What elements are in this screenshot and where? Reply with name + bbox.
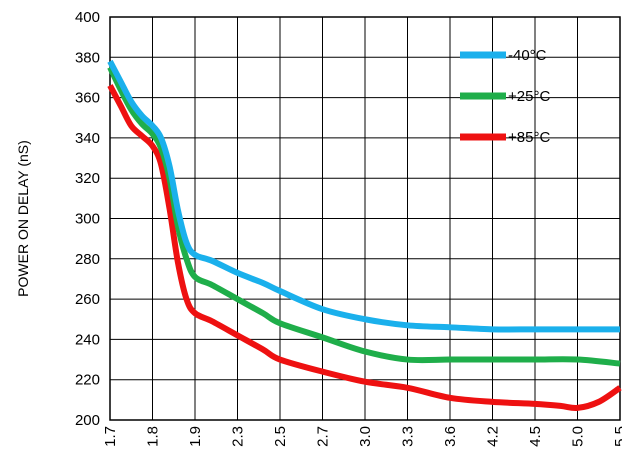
y-tick-label: 320	[75, 170, 100, 187]
series-line-plus25c	[107, 66, 621, 367]
x-tick-label: 5.5	[612, 426, 622, 447]
x-tick-label: 3.0	[357, 426, 374, 447]
x-tick-label: 4.2	[485, 426, 502, 447]
legend-label: +25°C	[508, 88, 550, 105]
x-tick-label: 5.0	[570, 426, 587, 447]
y-tick-label: 280	[75, 251, 100, 268]
y-tick-label: 260	[75, 291, 100, 308]
y-tick-label: 340	[75, 130, 100, 147]
x-tick-label: 2.7	[315, 426, 332, 447]
x-tick-label: 2.5	[272, 426, 289, 447]
y-tick-label: 240	[75, 331, 100, 348]
y-tick-label: 400	[75, 9, 100, 26]
legend-label: +85°C	[508, 129, 550, 146]
x-tick-label: 2.3	[230, 426, 247, 447]
legend-label: -40°C	[508, 47, 547, 64]
series-lines	[107, 59, 622, 412]
x-tick-label: 3.3	[400, 426, 417, 447]
x-tick-label: 1.9	[187, 426, 204, 447]
y-axis-title: POWER ON DELAY (nS)	[15, 140, 31, 297]
x-tick-label: 4.5	[527, 426, 544, 447]
y-tick-label: 200	[75, 412, 100, 429]
x-tick-label: 3.6	[442, 426, 459, 447]
x-axis-tick-labels: 1.7 1.8 1.9 2.3 2.5 2.7 3.0 3.3 3.6 4.2 4.5 5.0 5.5	[102, 426, 622, 447]
series-line-plus85c	[107, 84, 622, 412]
y-axis-tick-labels: 200 220 240 260 280 300 320 340 360 380 400	[75, 9, 100, 429]
legend: -40°C +25°C +85°C	[460, 47, 550, 146]
y-tick-label: 300	[75, 211, 100, 228]
plot-area-border	[109, 16, 621, 421]
series-line-minus40c	[107, 59, 621, 333]
y-tick-label: 380	[75, 49, 100, 66]
y-tick-label: 220	[75, 372, 100, 389]
x-tick-label: 1.7	[102, 426, 119, 447]
y-tick-label: 360	[75, 90, 100, 107]
x-tick-label: 1.8	[145, 426, 162, 447]
